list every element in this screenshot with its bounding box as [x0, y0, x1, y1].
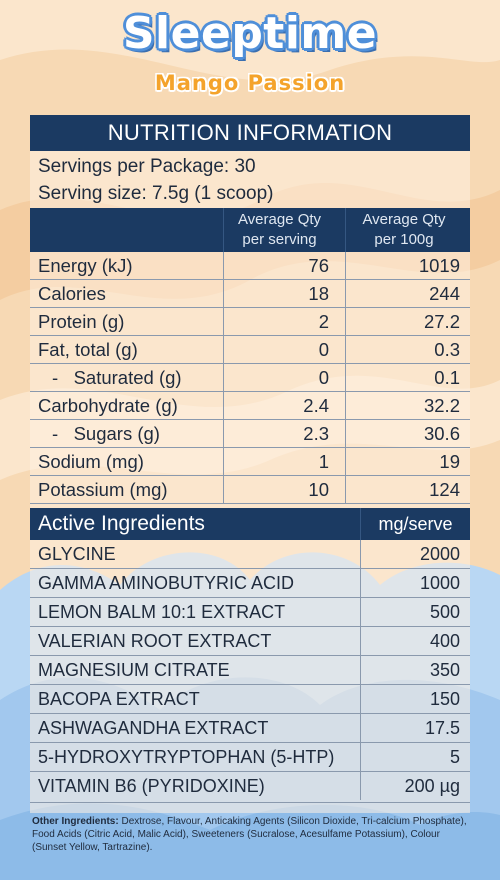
- active-row-magnesium: MAGNESIUM CITRATE 350: [30, 656, 470, 685]
- unit-header: mg/serve: [360, 508, 470, 540]
- ingredient-amount: 1000: [360, 569, 470, 597]
- active-row-vitamin-b6: VITAMIN B6 (PYRIDOXINE) 200 µg: [30, 772, 470, 803]
- header-per-serving-line1: Average Qty: [237, 211, 322, 228]
- flavour-name: Mango Passion: [154, 71, 346, 95]
- other-ingredients-text: Dextrose, Flavour, Anticaking Agents (Si…: [32, 816, 467, 853]
- nutrition-row-potassium: Potassium (mg) 10 124: [30, 476, 470, 504]
- ingredient-name: MAGNESIUM CITRATE: [38, 660, 230, 680]
- other-ingredients: Other Ingredients: Dextrose, Flavour, An…: [32, 815, 470, 854]
- other-ingredients-label: Other Ingredients:: [32, 816, 119, 827]
- ingredient-name: BACOPA EXTRACT: [38, 689, 200, 709]
- ingredient-amount: 500: [360, 598, 470, 626]
- ingredient-amount: 350: [360, 656, 470, 684]
- nutrition-row-saturated: - Saturated (g) 0 0.1: [30, 364, 470, 392]
- active-row-valerian: VALERIAN ROOT EXTRACT 400: [30, 627, 470, 656]
- per-serving-value: 2: [223, 308, 335, 335]
- ingredient-name: 5-HYDROXYTRYPTOPHAN (5-HTP): [38, 747, 335, 767]
- servings-per-package: Servings per Package: 30: [30, 154, 470, 180]
- nutrition-row-calories: Calories 18 244: [30, 280, 470, 308]
- nutrition-column-header: Average Qty per serving Average Qty per …: [30, 208, 470, 252]
- per-serving-value: 2.4: [223, 392, 335, 419]
- brand-title: Sleeptime: [122, 8, 378, 59]
- nutrient-label: Potassium (mg): [38, 479, 168, 500]
- active-row-ashwagandha: ASHWAGANDHA EXTRACT 17.5: [30, 714, 470, 743]
- per-serving-value: 1: [223, 448, 335, 475]
- servings-per-package-text: Servings per Package: 30: [38, 156, 256, 177]
- per-100g-value: 244: [345, 280, 462, 307]
- active-row-5htp: 5-HYDROXYTRYPTOPHAN (5-HTP) 5: [30, 743, 470, 772]
- ingredient-name: LEMON BALM 10:1 EXTRACT: [38, 602, 286, 622]
- ingredient-amount: 200 µg: [360, 772, 470, 800]
- ingredient-amount: 400: [360, 627, 470, 655]
- active-row-lemon-balm: LEMON BALM 10:1 EXTRACT 500: [30, 598, 470, 627]
- per-serving-value: 0: [223, 336, 335, 363]
- per-serving-value: 2.3: [223, 420, 335, 447]
- active-row-gaba: GAMMA AMINOBUTYRIC ACID 1000: [30, 569, 470, 598]
- header-per-100g-line1: Average Qty: [362, 211, 446, 228]
- active-row-glycine: GLYCINE 2000: [30, 540, 470, 569]
- per-serving-value: 0: [223, 364, 335, 391]
- per-serving-value: 10: [223, 476, 335, 503]
- nutrition-row-sugars: - Sugars (g) 2.3 30.6: [30, 420, 470, 448]
- ingredient-name: GLYCINE: [38, 544, 116, 564]
- ingredient-amount: 17.5: [360, 714, 470, 742]
- per-serving-value: 18: [223, 280, 335, 307]
- ingredient-name: VITAMIN B6 (PYRIDOXINE): [38, 776, 265, 796]
- active-ingredients-title: Active Ingredients: [38, 512, 205, 535]
- nutrient-label: Calories: [38, 283, 106, 304]
- ingredient-name: GAMMA AMINOBUTYRIC ACID: [38, 573, 295, 593]
- per-100g-value: 27.2: [345, 308, 462, 335]
- per-100g-value: 0.1: [345, 364, 462, 391]
- header-per-100g-line2: per 100g: [374, 231, 434, 248]
- ingredient-amount: 150: [360, 685, 470, 713]
- per-100g-value: 19: [345, 448, 462, 475]
- per-100g-value: 1019: [345, 252, 462, 279]
- nutrient-label: Fat, total (g): [38, 339, 138, 360]
- header-per-serving: Average Qty per serving: [223, 208, 335, 252]
- ingredient-amount: 5: [360, 743, 470, 771]
- ingredient-amount: 2000: [360, 540, 470, 568]
- serving-size-text: Serving size: 7.5g (1 scoop): [38, 183, 274, 204]
- nutrient-label: Protein (g): [38, 311, 125, 332]
- per-100g-value: 32.2: [345, 392, 462, 419]
- per-100g-value: 0.3: [345, 336, 462, 363]
- nutrient-label: - Sugars (g): [52, 423, 160, 444]
- serving-size: Serving size: 7.5g (1 scoop): [30, 180, 470, 208]
- nutrition-row-protein: Protein (g) 2 27.2: [30, 308, 470, 336]
- per-100g-value: 124: [345, 476, 462, 503]
- nutrient-label: Energy (kJ): [38, 255, 133, 276]
- nutrient-label: - Saturated (g): [52, 367, 182, 388]
- active-ingredients-header: Active Ingredients mg/serve: [30, 508, 470, 540]
- nutrient-label: Carbohydrate (g): [38, 395, 178, 416]
- nutrient-label: Sodium (mg): [38, 451, 144, 472]
- header-per-serving-line2: per serving: [242, 231, 317, 248]
- per-100g-value: 30.6: [345, 420, 462, 447]
- nutrition-row-fat-total: Fat, total (g) 0 0.3: [30, 336, 470, 364]
- nutrition-row-carbohydrate: Carbohydrate (g) 2.4 32.2: [30, 392, 470, 420]
- nutrition-title: NUTRITION INFORMATION: [30, 115, 470, 151]
- nutrition-row-energy: Energy (kJ) 76 1019: [30, 252, 470, 280]
- ingredient-name: ASHWAGANDHA EXTRACT: [38, 718, 269, 738]
- nutrition-row-sodium: Sodium (mg) 1 19: [30, 448, 470, 476]
- ingredient-name: VALERIAN ROOT EXTRACT: [38, 631, 272, 651]
- header-per-100g: Average Qty per 100g: [345, 208, 462, 252]
- active-row-bacopa: BACOPA EXTRACT 150: [30, 685, 470, 714]
- per-serving-value: 76: [223, 252, 335, 279]
